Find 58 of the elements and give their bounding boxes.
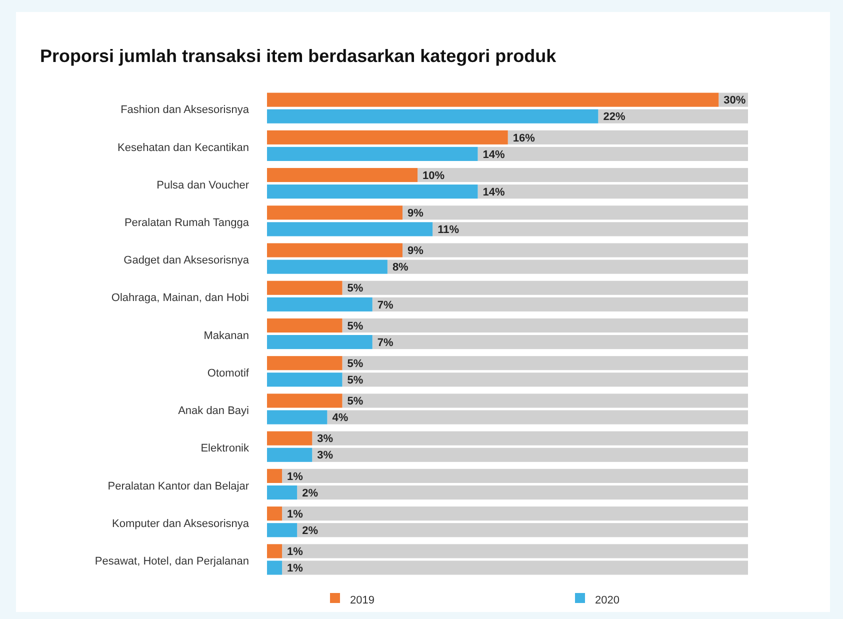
bar — [267, 297, 372, 312]
y-tick-label: Peralatan Rumah Tangga — [124, 217, 250, 229]
data-label: 22% — [603, 111, 626, 124]
data-label: 14% — [482, 186, 505, 198]
y-tick-label: Makanan — [204, 330, 249, 342]
bar — [267, 560, 282, 575]
data-label: 2% — [302, 524, 318, 537]
y-tick-label: Pulsa dan Voucher — [156, 179, 250, 192]
data-label: 3% — [317, 433, 334, 446]
bar — [267, 506, 282, 521]
bar — [267, 372, 342, 387]
chart-title: Proporsi jumlah transaksi item berdasarkan kategori produk — [40, 46, 558, 66]
data-label: 1% — [287, 508, 304, 520]
data-label: 8% — [392, 262, 409, 274]
data-label: 16% — [512, 132, 536, 144]
bar — [267, 544, 282, 558]
bar — [267, 394, 342, 408]
y-tick-label: Olahraga, Mainan, dan Hobi — [111, 292, 249, 304]
bar — [267, 318, 342, 333]
y-tick-label: Anak dan Bayi — [178, 405, 249, 418]
bar — [267, 468, 282, 483]
data-label: 5% — [347, 282, 364, 295]
data-label: 30% — [724, 94, 746, 107]
data-label: 9% — [407, 245, 424, 258]
y-tick-label: Otomotif — [207, 367, 250, 380]
y-tick-label: Elektronik — [200, 442, 250, 455]
data-label: 3% — [317, 450, 334, 462]
bar — [267, 448, 312, 462]
y-tick-label: Peralatan Kantor dan Belajar — [108, 480, 250, 492]
legend-label: 2019 — [350, 594, 374, 606]
data-label: 5% — [347, 374, 364, 386]
bar — [267, 356, 342, 370]
data-label: 7% — [377, 299, 394, 312]
data-label: 7% — [377, 336, 394, 349]
bar — [267, 280, 342, 295]
y-tick-label: Fashion dan Aksesorisnya — [120, 104, 250, 116]
bar — [267, 335, 372, 350]
y-tick-label: Pesawat, Hotel, dan Perjalanan — [94, 556, 249, 568]
data-label: 9% — [407, 207, 424, 220]
data-label: 5% — [347, 320, 364, 332]
data-label: 2% — [302, 487, 318, 500]
y-tick-label: Gadget dan Aksesorisnya — [124, 254, 250, 267]
bar — [267, 431, 312, 446]
data-label: 1% — [287, 546, 304, 558]
data-label: 1% — [287, 562, 304, 575]
legend-label: 2020 — [595, 594, 620, 606]
data-label: 4% — [332, 412, 348, 424]
y-tick-label: Komputer dan Aksesorisnya — [112, 518, 250, 530]
data-label: 10% — [422, 170, 445, 182]
data-label: 11% — [438, 224, 460, 236]
y-tick-label: Kesehatan dan Kecantikan — [118, 142, 249, 154]
data-label: 1% — [287, 470, 304, 483]
data-label: 5% — [347, 358, 364, 370]
data-label: 14% — [482, 148, 505, 161]
bar — [267, 410, 328, 424]
bar — [267, 485, 298, 500]
data-label: 5% — [347, 396, 364, 408]
bar — [267, 523, 298, 538]
